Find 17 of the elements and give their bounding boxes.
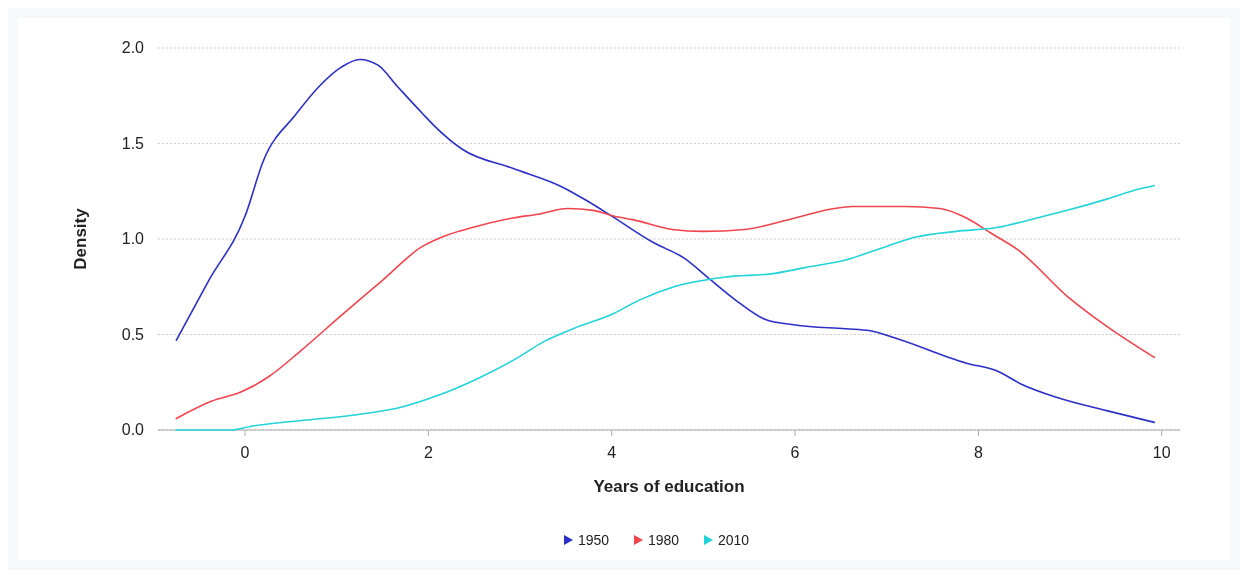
y-tick-label: 1.5 bbox=[121, 134, 145, 152]
line-series bbox=[175, 58, 1156, 424]
x-tick-label: 6 bbox=[790, 444, 800, 461]
x-tick-label: 10 bbox=[1152, 444, 1171, 461]
x-tick-label: 4 bbox=[607, 444, 617, 461]
legend-label: 1980 bbox=[648, 532, 680, 548]
x-tick-label: 2 bbox=[423, 444, 433, 461]
x-axis-title: Years of education bbox=[593, 477, 745, 496]
y-tick-label: 0.0 bbox=[121, 421, 145, 438]
y-tick-label: 1.0 bbox=[121, 230, 145, 247]
y-axis-title: Density bbox=[71, 207, 90, 270]
x-tick-label: 0 bbox=[240, 444, 250, 461]
x-tick-label: 8 bbox=[973, 444, 983, 461]
legend-label: 2010 bbox=[718, 532, 750, 548]
y-tick-label: 0.5 bbox=[121, 325, 145, 343]
y-tick-label: 2.0 bbox=[121, 39, 145, 56]
legend-label: 1950 bbox=[578, 532, 610, 548]
